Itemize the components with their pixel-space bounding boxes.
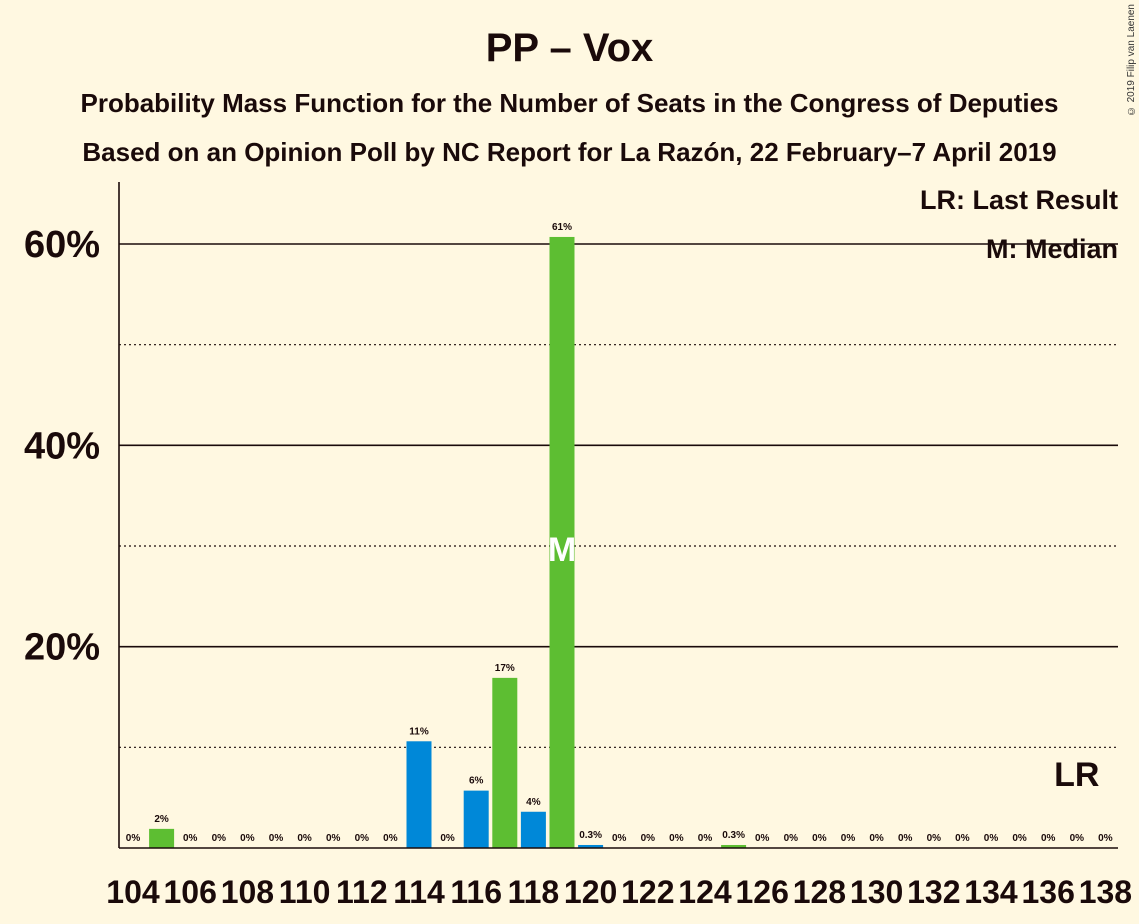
bar-label-122: 0% (641, 833, 656, 844)
chart-subtitle-2: Based on an Opinion Poll by NC Report fo… (82, 137, 1057, 167)
y-tick-label: 20% (24, 627, 100, 669)
bar-label-113: 0% (383, 833, 398, 844)
last-result-marker: LR (1054, 756, 1099, 794)
bar-label-107: 0% (212, 833, 227, 844)
y-tick-label: 40% (24, 425, 100, 467)
bar-label-108: 0% (240, 833, 255, 844)
x-tick-label: 130 (850, 874, 903, 910)
bar-label-134: 0% (984, 833, 999, 844)
x-tick-label: 138 (1079, 874, 1132, 910)
x-tick-label: 122 (621, 874, 674, 910)
bar-label-137: 0% (1070, 833, 1085, 844)
bar-label-111: 0% (326, 833, 341, 844)
x-tick-label: 136 (1022, 874, 1075, 910)
bar-label-135: 0% (1012, 833, 1027, 844)
bar-label-131: 0% (898, 833, 913, 844)
x-tick-label: 134 (964, 874, 1018, 910)
y-tick-label: 60% (24, 224, 100, 266)
x-tick-label: 108 (221, 874, 274, 910)
markers: M LR (548, 531, 1100, 794)
bar-label-106: 0% (183, 833, 198, 844)
bar-114 (406, 741, 432, 848)
bars (149, 236, 747, 848)
bar-105 (149, 828, 175, 848)
bar-125 (721, 844, 747, 848)
bar-label-119: 61% (552, 222, 572, 233)
x-tick-label: 118 (508, 874, 560, 910)
bar-label-132: 0% (927, 833, 942, 844)
bar-labels: 0% 2% 0% 0% 0% 0% 0% 0% 0% 0% 11% 0% 6% 17% 4% 61% 0.3% 0… (126, 222, 1113, 844)
bar-label-112: 0% (355, 833, 370, 844)
bar-label-138: 0% (1098, 833, 1113, 844)
bar-label-110: 0% (297, 833, 312, 844)
chart-title: PP – Vox (485, 26, 654, 70)
x-tick-label: 106 (164, 874, 217, 910)
bar-118 (520, 811, 546, 848)
bar-117 (492, 677, 518, 848)
x-tick-label: 104 (106, 874, 160, 910)
x-tick-label: 116 (450, 874, 502, 910)
x-tick-label: 126 (736, 874, 789, 910)
bar-label-129: 0% (841, 833, 856, 844)
bar-label-128: 0% (812, 833, 827, 844)
bar-label-104: 0% (126, 833, 141, 844)
legend-last-result: LR: Last Result (920, 185, 1118, 215)
x-tick-label: 112 (336, 874, 388, 910)
bar-label-130: 0% (869, 833, 884, 844)
x-tick-label: 128 (793, 874, 846, 910)
x-tick-label: 120 (564, 874, 617, 910)
legend-median: M: Median (986, 234, 1118, 264)
bar-label-133: 0% (955, 833, 970, 844)
axes: 20%40%60%104 106 108 110 112 114 116 118 120 122 1… (24, 182, 1132, 910)
bar-label-118: 4% (526, 797, 541, 808)
gridlines (119, 243, 1118, 748)
bar-label-114: 11% (409, 726, 429, 737)
bar-label-105: 2% (154, 814, 169, 825)
bar-label-121: 0% (612, 833, 627, 844)
bar-label-125: 0.3% (722, 830, 745, 841)
legend: LR: Last Result M: Median (920, 185, 1118, 264)
bar-label-116: 6% (469, 776, 484, 787)
median-marker: M (548, 531, 576, 569)
x-tick-label: 124 (678, 874, 732, 910)
bar-label-117: 17% (495, 663, 515, 674)
bar-120 (578, 844, 604, 848)
bar-label-123: 0% (669, 833, 684, 844)
bar-label-127: 0% (784, 833, 799, 844)
bar-116 (463, 790, 489, 848)
bar-label-115: 0% (440, 833, 455, 844)
bar-119 (549, 236, 575, 848)
bar-label-120: 0.3% (579, 830, 602, 841)
x-tick-label: 110 (279, 874, 331, 910)
x-tick-label: 114 (393, 874, 445, 910)
bar-label-136: 0% (1041, 833, 1056, 844)
chart-subtitle-1: Probability Mass Function for the Number… (80, 88, 1059, 118)
bar-label-109: 0% (269, 833, 284, 844)
x-tick-label: 132 (907, 874, 960, 910)
bar-label-126: 0% (755, 833, 770, 844)
bar-label-124: 0% (698, 833, 713, 844)
